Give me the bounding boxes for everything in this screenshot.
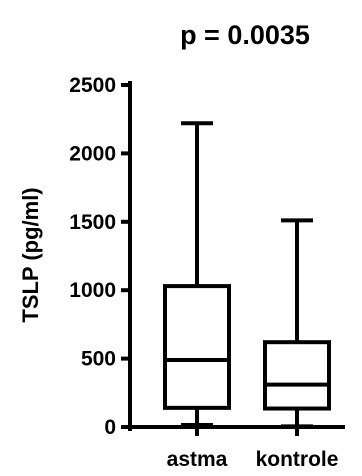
box-astma xyxy=(163,284,231,410)
chart-title: p = 0.0035 xyxy=(180,20,310,50)
y-axis-label: TSLP (pg/ml) xyxy=(18,187,43,322)
y-tick-label: 0 xyxy=(104,416,116,439)
y-tick-label: 1000 xyxy=(69,279,116,302)
y-tick-label: 500 xyxy=(81,348,116,371)
x-tick-label-kontrole: kontrole xyxy=(256,448,339,471)
y-tick-label: 2500 xyxy=(69,74,116,97)
x-tick-label-astma: astma xyxy=(167,448,228,471)
plot-area: 0 500 1000 1500 2000 2500 astma kontrole xyxy=(69,74,345,471)
box-kontrole xyxy=(263,340,331,411)
y-tick-label: 1500 xyxy=(69,211,116,234)
y-tick-label: 2000 xyxy=(69,142,116,165)
